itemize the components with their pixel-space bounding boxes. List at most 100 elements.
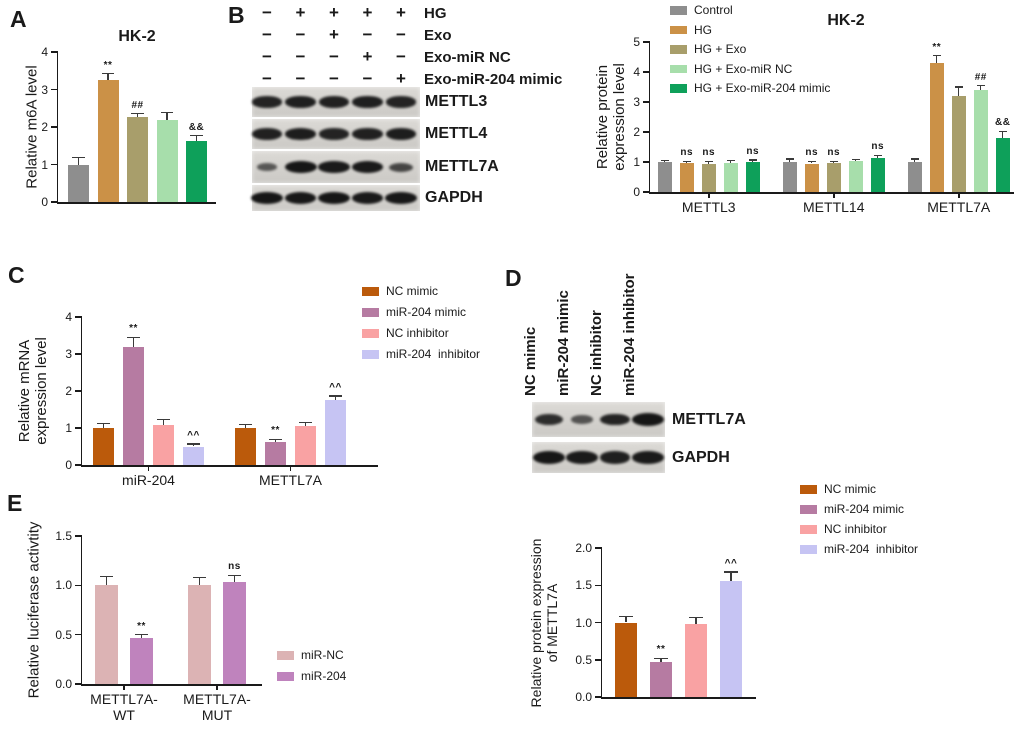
y-tick-E — [75, 683, 81, 685]
y-tick-D — [595, 659, 601, 661]
protein-band — [318, 161, 350, 173]
bar — [156, 119, 178, 202]
legend-label: miR-204 mimic — [386, 305, 467, 319]
error-bar-line — [140, 634, 143, 638]
y-tick-label-B: 5 — [633, 35, 640, 49]
y-tick-label-D: 2.0 — [575, 541, 592, 555]
y-tick-label-D: 1.0 — [575, 615, 592, 630]
y-tick-C — [75, 316, 81, 318]
y-tick-label-B: 0 — [633, 185, 640, 199]
condition-sign: + — [295, 3, 306, 22]
y-tick-label-C: 2 — [65, 384, 72, 398]
legend-swatch — [362, 329, 379, 338]
bar — [658, 162, 672, 192]
error-bar-line — [192, 443, 195, 447]
bar — [93, 428, 114, 465]
y-tick-label-D: 0.0 — [575, 690, 592, 704]
error-bar-cap — [619, 615, 633, 618]
blot-lane-label: miR-204 mimic — [555, 290, 572, 396]
legend-swatch — [277, 651, 294, 660]
y-tick-label-B: 1 — [633, 155, 640, 169]
legend-swatch — [362, 287, 379, 296]
protein-band — [351, 192, 384, 204]
y-tick-label-A: 2 — [41, 120, 48, 134]
error-bar-line — [660, 658, 662, 662]
x-axis-line-B — [648, 192, 1014, 194]
bar — [123, 346, 144, 465]
error-bar-line — [195, 135, 198, 142]
legend-swatch — [362, 350, 379, 359]
bar — [720, 580, 742, 697]
error-bar-line — [664, 160, 666, 162]
error-bar-line — [77, 157, 80, 165]
error-bar-cap — [954, 86, 963, 88]
error-bar-line — [811, 161, 813, 164]
panel-label-c: C — [8, 262, 25, 288]
error-bar-cap — [748, 159, 757, 161]
y-tick-label-A: 0 — [41, 195, 48, 209]
condition-sign: − — [262, 25, 272, 44]
blot-band-label: GAPDH — [425, 189, 483, 206]
protein-band — [566, 451, 598, 464]
bar — [97, 80, 119, 202]
significance-label: ns — [228, 561, 241, 573]
protein-band — [318, 192, 350, 204]
protein-band — [318, 96, 350, 108]
y-tick-A — [51, 88, 57, 91]
y-tick-D — [595, 621, 601, 624]
bar — [650, 661, 672, 697]
legend-swatch — [670, 64, 687, 73]
error-bar-line — [686, 161, 688, 164]
y-axis-title-B: Relative protein expression level — [593, 63, 628, 171]
bar — [827, 162, 841, 192]
significance-label: ** — [103, 59, 113, 71]
y-tick-E — [75, 633, 81, 636]
chart-title-B: HK-2 — [827, 12, 865, 29]
x-tick-C — [147, 466, 150, 472]
error-bar-line — [233, 575, 236, 583]
y-tick-label-E: 0.5 — [55, 627, 72, 642]
bar — [952, 96, 966, 192]
y-tick-A — [51, 51, 57, 53]
error-bar-line — [105, 576, 108, 586]
error-bar-line — [708, 161, 710, 165]
y-tick-B — [643, 191, 649, 193]
error-bar-cap — [726, 159, 735, 162]
panel-label-d: D — [505, 265, 522, 291]
y-tick-label-C: 0 — [65, 458, 72, 472]
legend-label: HG + Exo-miR-204 mimic — [694, 81, 831, 95]
error-bar-cap — [269, 438, 282, 440]
category-label: METTL7A — [258, 472, 322, 488]
legend-label: NC mimic — [386, 284, 438, 298]
error-bar-cap — [239, 423, 252, 425]
condition-sign: − — [396, 47, 406, 66]
error-bar-cap — [160, 112, 174, 114]
bar — [849, 161, 863, 192]
category-label: METTL3 — [681, 199, 736, 215]
protein-band — [319, 128, 349, 140]
y-tick-label-B: 2 — [633, 125, 640, 139]
legend-swatch — [800, 505, 817, 514]
y-axis-title-E: Relative luciferase activtity — [25, 521, 43, 699]
y-tick-label-C: 4 — [65, 310, 72, 324]
legend-label: miR-204 inhibitor — [824, 542, 919, 556]
bar — [724, 162, 738, 192]
error-bar-line — [752, 159, 754, 162]
y-tick-label-A: 4 — [41, 45, 48, 59]
condition-sign: − — [329, 47, 339, 66]
significance-label: ** — [656, 644, 666, 656]
y-tick-label-B: 3 — [633, 95, 640, 109]
bar — [153, 425, 174, 465]
error-bar-line — [958, 87, 960, 96]
bar — [68, 164, 89, 202]
error-bar-line — [102, 423, 105, 428]
error-bar-cap — [157, 418, 170, 421]
condition-label: Exo-miR NC — [424, 49, 511, 66]
error-bar-line — [244, 424, 247, 428]
legend-label: miR-204 mimic — [824, 502, 905, 516]
protein-band — [352, 96, 383, 108]
significance-label: ns — [827, 147, 841, 159]
significance-label: ## — [131, 99, 144, 111]
bar — [746, 161, 760, 192]
bar — [680, 163, 694, 192]
